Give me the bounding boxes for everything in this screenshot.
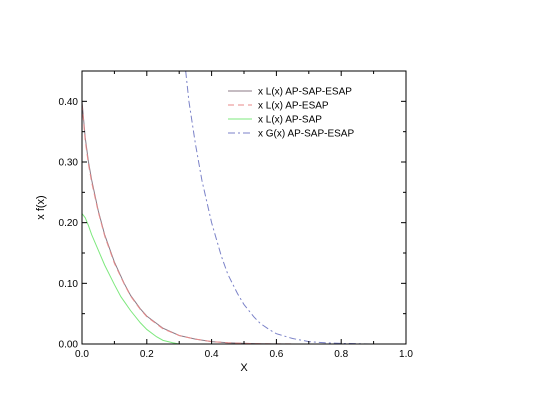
y-tick-label: 0.40 bbox=[59, 97, 79, 108]
legend-label-1: x L(x) AP-SAP-ESAP bbox=[258, 87, 352, 98]
y-tick-label: 0.10 bbox=[59, 279, 79, 290]
y-tick-label: 0.00 bbox=[59, 340, 79, 351]
x-tick-label: 0.6 bbox=[269, 349, 283, 360]
x-tick-label: 0.0 bbox=[75, 349, 89, 360]
x-tick-label: 0.8 bbox=[334, 349, 348, 360]
series-line-3 bbox=[82, 213, 180, 344]
x-tick-label: 0.2 bbox=[140, 349, 154, 360]
plot-area bbox=[82, 71, 374, 344]
y-axis-label: x f(x) bbox=[35, 195, 47, 219]
series-line-4 bbox=[185, 71, 374, 344]
x-tick-label: 0.4 bbox=[205, 349, 219, 360]
legend-label-4: x G(x) AP-SAP-ESAP bbox=[258, 129, 354, 140]
series-line-2 bbox=[82, 104, 309, 344]
y-tick-label: 0.30 bbox=[59, 158, 79, 169]
x-tick-label: 1.0 bbox=[399, 349, 413, 360]
legend-label-3: x L(x) AP-SAP bbox=[258, 115, 322, 126]
axes: 0.0 0.2 0.4 0.6 0.8 1.0 0.00 0.10 0.20 0.30 0.40 bbox=[59, 70, 413, 360]
legend-label-2: x L(x) AP-ESAP bbox=[258, 101, 329, 112]
y-tick-label: 0.20 bbox=[59, 218, 79, 229]
plot-frame bbox=[81, 70, 407, 345]
legend: x L(x) AP-SAP-ESAP x L(x) AP-ESAP x L(x) A… bbox=[228, 87, 354, 140]
x-axis-label: X bbox=[240, 362, 248, 374]
